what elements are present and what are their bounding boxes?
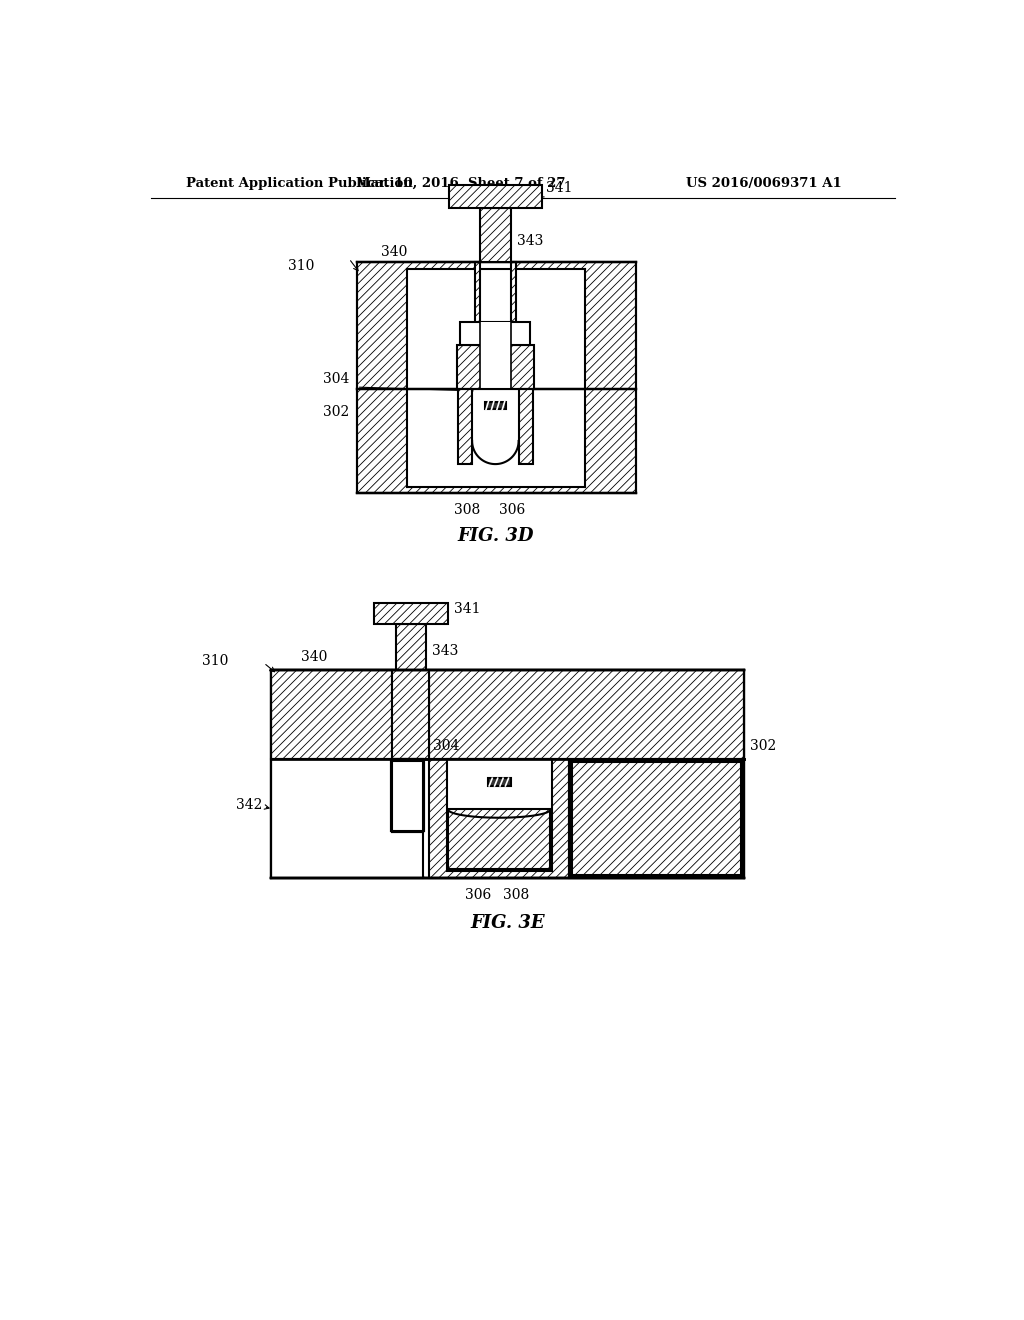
- Text: 306: 306: [500, 503, 525, 517]
- Bar: [271, 671, 744, 878]
- Bar: [475, 263, 480, 389]
- Bar: [391, 760, 424, 830]
- Text: 304: 304: [433, 739, 460, 752]
- Bar: [446, 759, 552, 871]
- Bar: [271, 671, 744, 878]
- Text: US 2016/0069371 A1: US 2016/0069371 A1: [686, 177, 842, 190]
- Bar: [472, 389, 518, 465]
- Bar: [484, 401, 506, 409]
- Bar: [475, 263, 515, 389]
- Text: 304: 304: [323, 371, 349, 385]
- Text: 341: 341: [546, 181, 572, 194]
- Text: 343: 343: [517, 234, 544, 248]
- Bar: [449, 185, 542, 209]
- Bar: [449, 809, 550, 869]
- Bar: [392, 671, 429, 759]
- Text: 308: 308: [454, 503, 480, 517]
- Text: 340: 340: [301, 651, 328, 664]
- Bar: [391, 760, 424, 830]
- Text: FIG. 3D: FIG. 3D: [458, 527, 535, 545]
- Bar: [356, 263, 636, 494]
- Bar: [570, 760, 742, 876]
- Bar: [375, 603, 449, 624]
- Bar: [480, 322, 511, 389]
- Bar: [273, 673, 741, 876]
- Bar: [457, 345, 535, 389]
- Bar: [392, 759, 423, 832]
- Text: 306: 306: [465, 888, 492, 903]
- Bar: [272, 671, 743, 878]
- Bar: [511, 263, 515, 389]
- Text: 343: 343: [432, 644, 458, 659]
- Bar: [487, 779, 511, 785]
- Text: FIG. 3E: FIG. 3E: [470, 913, 545, 932]
- Bar: [396, 624, 426, 671]
- Text: 302: 302: [751, 739, 776, 752]
- Text: 310: 310: [203, 655, 228, 668]
- Bar: [518, 389, 532, 465]
- Bar: [407, 268, 586, 487]
- Text: Patent Application Publication: Patent Application Publication: [186, 177, 413, 190]
- Bar: [480, 209, 511, 263]
- Bar: [461, 322, 530, 345]
- Bar: [458, 389, 472, 465]
- Bar: [572, 762, 741, 875]
- Text: Mar. 10, 2016  Sheet 7 of 27: Mar. 10, 2016 Sheet 7 of 27: [356, 177, 566, 190]
- Text: 341: 341: [455, 602, 481, 616]
- Text: 310: 310: [288, 259, 314, 273]
- Bar: [429, 759, 569, 878]
- Text: 342: 342: [236, 799, 262, 812]
- Bar: [429, 671, 744, 759]
- Bar: [392, 759, 423, 832]
- Bar: [271, 671, 392, 759]
- Bar: [271, 759, 423, 878]
- Bar: [569, 759, 744, 878]
- Text: 302: 302: [323, 405, 349, 420]
- Text: 340: 340: [381, 244, 407, 259]
- Bar: [271, 671, 744, 759]
- Text: 308: 308: [503, 888, 529, 903]
- Bar: [570, 760, 742, 876]
